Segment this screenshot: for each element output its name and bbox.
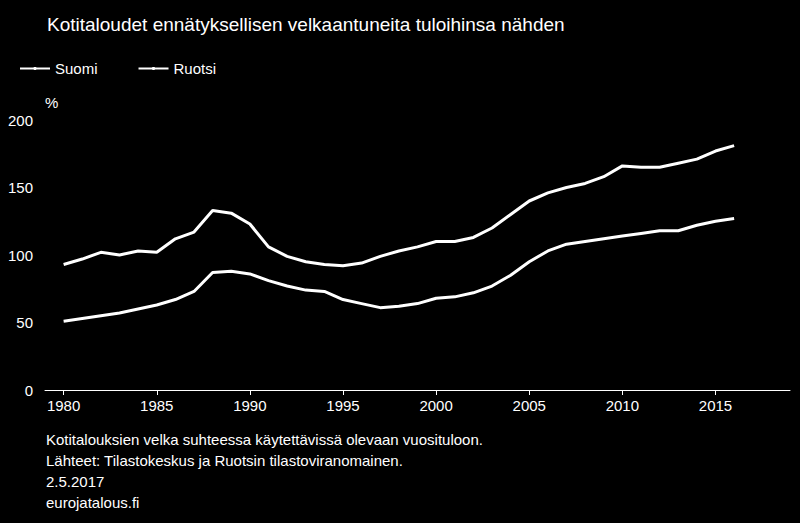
svg-text:eurojatalous.fi: eurojatalous.fi (46, 494, 139, 511)
svg-text:2015: 2015 (699, 397, 732, 414)
svg-text:Lähteet: Tilastokeskus ja Ruot: Lähteet: Tilastokeskus ja Ruotsin tilast… (46, 452, 403, 469)
svg-text:0: 0 (25, 382, 33, 399)
svg-text:2010: 2010 (606, 397, 639, 414)
svg-text:150: 150 (8, 179, 33, 196)
svg-text:2005: 2005 (513, 397, 546, 414)
svg-text:Suomi: Suomi (55, 60, 98, 77)
svg-text:1995: 1995 (326, 397, 359, 414)
svg-text:200: 200 (8, 112, 33, 129)
svg-text:2.5.2017: 2.5.2017 (46, 473, 104, 490)
svg-text:Kotitalouksien velka suhteessa: Kotitalouksien velka suhteessa käytettäv… (46, 431, 483, 448)
svg-text:2000: 2000 (419, 397, 452, 414)
svg-text:Ruotsi: Ruotsi (174, 60, 217, 77)
svg-text:Kotitaloudet ennätyksellisen v: Kotitaloudet ennätyksellisen velkaantune… (47, 14, 565, 35)
svg-text:1990: 1990 (233, 397, 266, 414)
svg-text:100: 100 (8, 247, 33, 264)
svg-text:1980: 1980 (47, 397, 80, 414)
svg-text:1985: 1985 (140, 397, 173, 414)
svg-text:%: % (45, 94, 58, 111)
svg-text:50: 50 (16, 314, 33, 331)
